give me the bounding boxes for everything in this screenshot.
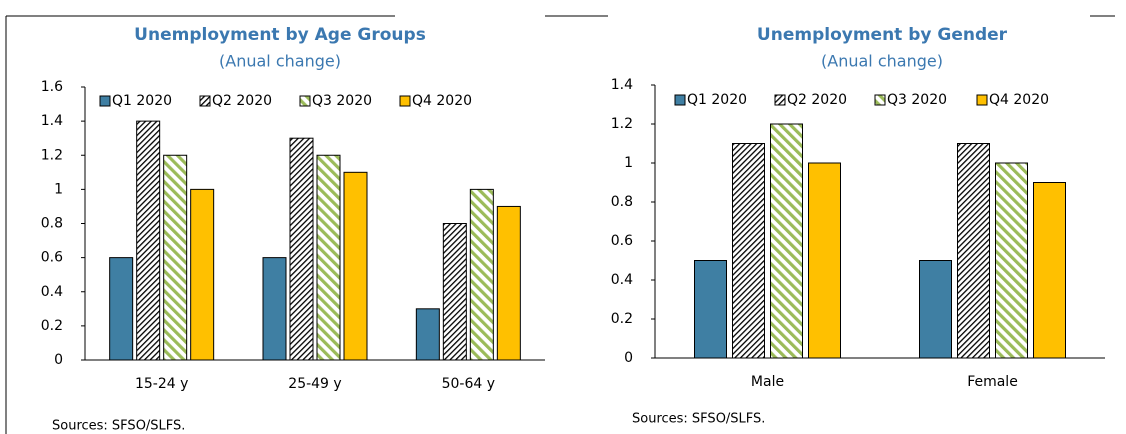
y-tick-label: 0.6 <box>611 233 633 249</box>
y-tick-label: 0.8 <box>41 216 63 232</box>
legend-label: Q1 2020 <box>687 92 747 108</box>
bar <box>808 162 841 359</box>
legend-label: Q2 2020 <box>787 92 847 108</box>
bar <box>415 308 440 361</box>
bar <box>289 137 314 361</box>
y-tick-label: 1 <box>54 181 63 197</box>
y-tick-label: 1.6 <box>41 79 63 95</box>
bar <box>136 120 161 361</box>
bar <box>109 257 134 361</box>
y-tick-label: 0 <box>624 350 633 366</box>
legend-swatch <box>976 94 988 106</box>
y-tick-label: 0.4 <box>41 284 63 300</box>
bar <box>770 123 803 359</box>
legend-label: Q4 2020 <box>989 92 1049 108</box>
legend-swatch <box>199 95 211 107</box>
x-tick-label: Male <box>751 374 784 390</box>
bar <box>1033 182 1066 359</box>
y-tick-label: 0 <box>54 352 63 368</box>
bar <box>316 154 341 361</box>
bar <box>694 260 727 359</box>
y-tick-label: 0.2 <box>611 311 633 327</box>
legend-label: Q4 2020 <box>412 93 472 109</box>
legend-label: Q2 2020 <box>212 93 272 109</box>
chart-subtitle: (Anual change) <box>821 52 943 71</box>
x-tick-label: Female <box>967 374 1018 390</box>
y-tick-label: 0.6 <box>41 250 63 266</box>
legend-swatch <box>874 94 886 106</box>
y-tick-label: 0.2 <box>41 318 63 334</box>
bar <box>732 143 765 359</box>
legend-swatch <box>99 95 111 107</box>
bar <box>442 223 467 361</box>
chart-subtitle: (Anual change) <box>219 52 341 71</box>
chart-title: Unemployment by Age Groups <box>134 25 426 45</box>
legend-swatch <box>399 95 411 107</box>
y-tick-label: 1.4 <box>611 77 633 93</box>
x-tick-label: 15-24 y <box>135 376 188 392</box>
chart-title: Unemployment by Gender <box>757 25 1008 45</box>
bar <box>190 188 215 361</box>
bar <box>995 162 1028 359</box>
legend-swatch <box>674 94 686 106</box>
legend-swatch <box>299 95 311 107</box>
bar <box>919 260 952 359</box>
legend-swatch <box>774 94 786 106</box>
y-tick-label: 1.2 <box>41 147 63 163</box>
bar <box>496 205 521 361</box>
y-tick-label: 0.8 <box>611 194 633 210</box>
bar <box>343 171 368 361</box>
x-tick-label: 50-64 y <box>442 376 495 392</box>
legend-label: Q1 2020 <box>112 93 172 109</box>
y-tick-label: 0.4 <box>611 272 633 288</box>
legend-label: Q3 2020 <box>312 93 372 109</box>
bar <box>957 143 990 359</box>
x-tick-label: 25-49 y <box>288 376 341 392</box>
y-tick-label: 1.2 <box>611 116 633 132</box>
y-tick-label: 1 <box>624 155 633 171</box>
legend-label: Q3 2020 <box>887 92 947 108</box>
bar <box>262 257 287 361</box>
source-note: Sources: SFSO/SLFS. <box>52 419 185 434</box>
bar <box>163 154 188 361</box>
bar <box>469 188 494 361</box>
y-tick-label: 1.4 <box>41 113 63 129</box>
source-note: Sources: SFSO/SLFS. <box>632 412 765 427</box>
